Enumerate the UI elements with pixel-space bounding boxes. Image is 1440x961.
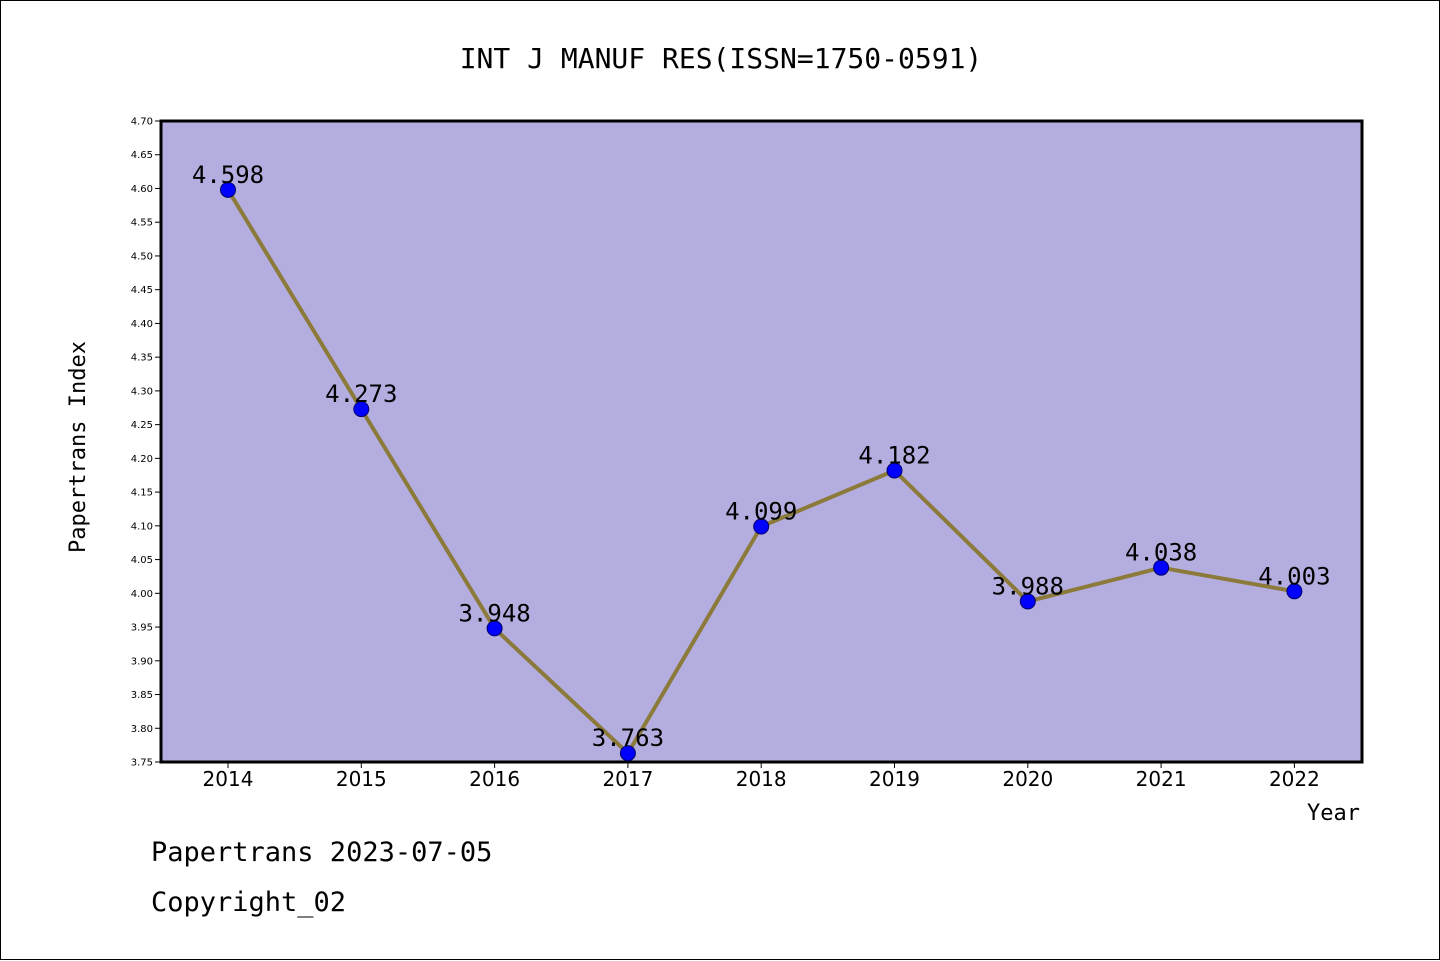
data-point	[1019, 593, 1036, 610]
y-tick-label: 4.65	[131, 150, 153, 161]
data-labels: 4.598 4.273 3.948 3.763 4.099 4.182 3.988 4.038…	[192, 161, 1331, 752]
y-tick-label: 3.80	[131, 724, 153, 735]
y-tick-label: 4.30	[131, 386, 153, 397]
data-label: 4.038	[1125, 539, 1197, 567]
y-axis-ticks: 3.75 3.80 3.85 3.90 3.95 4.00 4.05 4.10 4.15 4.20…	[131, 117, 161, 769]
data-label: 4.598	[192, 161, 264, 189]
x-tick-label: 2014	[203, 767, 254, 791]
footer-date: Papertrans 2023-07-05	[151, 837, 493, 868]
x-tick-label: 2018	[736, 767, 787, 791]
y-tick-label: 4.35	[131, 353, 153, 364]
x-tick-label: 2016	[469, 767, 520, 791]
data-label: 4.003	[1258, 562, 1330, 590]
y-tick-label: 4.00	[131, 589, 153, 600]
data-point	[486, 620, 503, 637]
data-label: 4.182	[858, 442, 930, 470]
x-axis-label: Year	[1307, 801, 1360, 826]
y-tick-label: 4.20	[131, 454, 153, 465]
series-group	[220, 181, 1303, 762]
x-tick-label: 2017	[602, 767, 653, 791]
data-point	[1153, 559, 1170, 576]
data-label: 3.948	[458, 599, 530, 627]
y-tick-label: 4.55	[131, 218, 153, 229]
footer-copyright: Copyright_02	[151, 887, 347, 918]
data-label: 3.763	[592, 724, 664, 752]
y-tick-label: 4.50	[131, 251, 153, 262]
x-tick-label: 2020	[1002, 767, 1053, 791]
data-label: 4.273	[325, 380, 397, 408]
data-point	[220, 181, 236, 198]
y-tick-label: 3.85	[131, 690, 153, 701]
y-tick-label: 3.75	[131, 758, 153, 769]
y-tick-label: 3.95	[131, 623, 153, 634]
y-tick-label: 4.25	[131, 420, 153, 431]
data-point	[886, 462, 903, 479]
y-tick-label: 4.15	[131, 488, 153, 499]
y-tick-label: 4.45	[131, 285, 153, 296]
y-tick-label: 4.40	[131, 319, 153, 330]
data-label: 4.099	[725, 498, 797, 526]
x-tick-label: 2015	[336, 767, 387, 791]
y-axis-label: Papertrans Index	[66, 341, 91, 553]
data-point	[619, 745, 636, 762]
x-tick-label: 2022	[1269, 767, 1320, 791]
data-point	[753, 518, 770, 535]
x-tick-label: 2019	[869, 767, 920, 791]
y-tick-label: 4.60	[131, 184, 153, 195]
x-axis-ticks: 2014 2015 2016 2017 2018 2019 2020 2021 2022	[203, 762, 1320, 791]
y-tick-label: 4.10	[131, 521, 153, 532]
data-label: 3.988	[992, 572, 1064, 600]
plot-area	[159, 119, 1364, 764]
y-tick-label: 3.90	[131, 656, 153, 667]
chart-title: INT J MANUF RES(ISSN=1750-0591)	[460, 42, 983, 75]
data-point	[353, 401, 370, 418]
y-tick-label: 4.70	[131, 117, 153, 128]
x-tick-label: 2021	[1136, 767, 1187, 791]
y-tick-label: 4.05	[131, 555, 153, 566]
data-point	[1286, 583, 1303, 600]
